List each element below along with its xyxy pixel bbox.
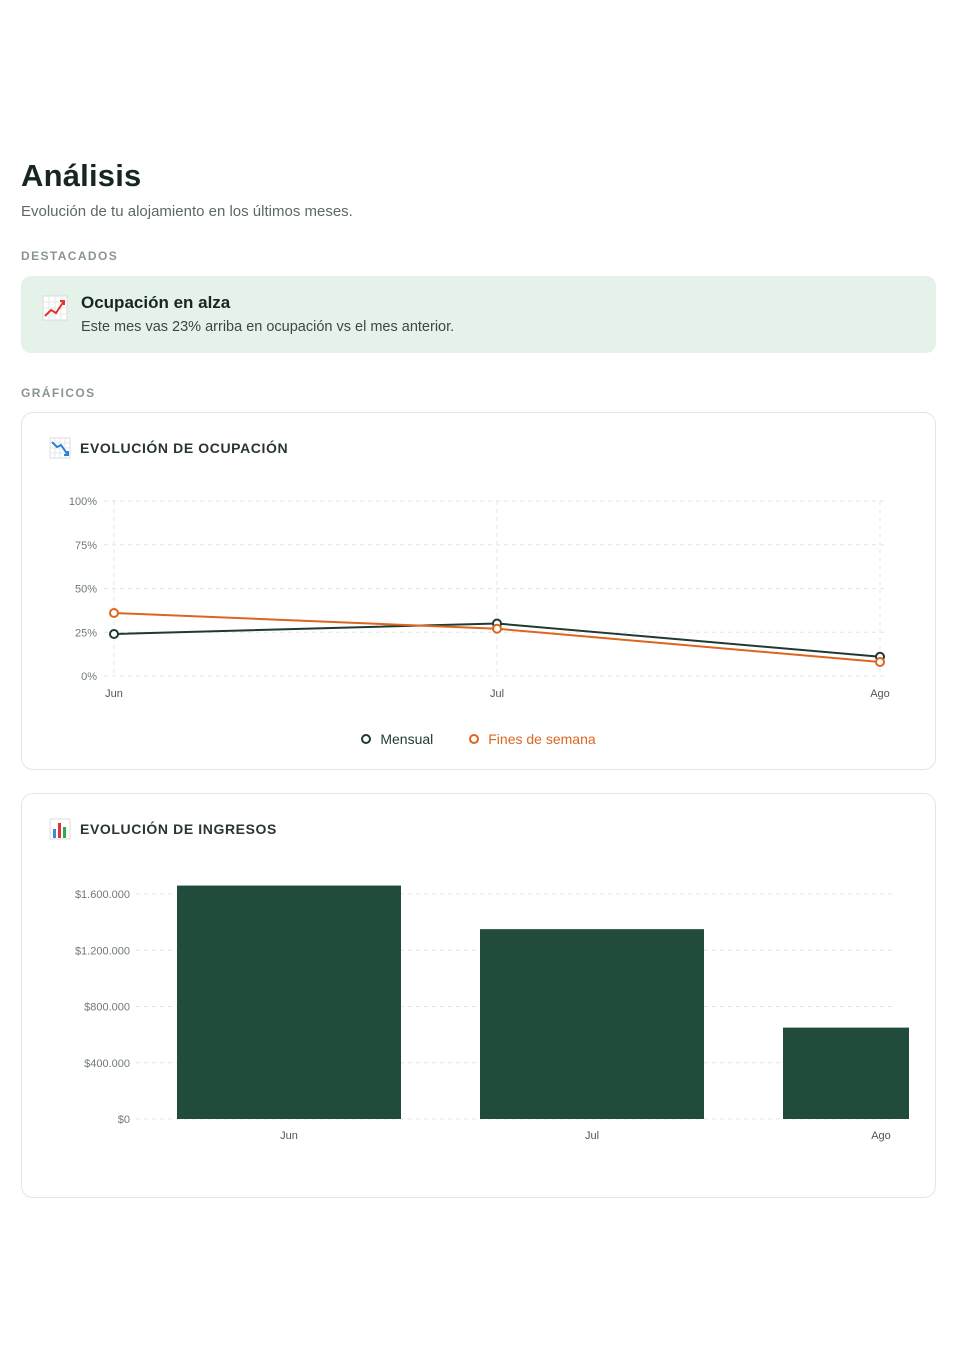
bar-jun[interactable] bbox=[177, 885, 401, 1119]
chart-increasing-icon bbox=[42, 295, 68, 321]
y-tick-label: 50% bbox=[75, 584, 97, 596]
x-tick-label: Jul bbox=[490, 688, 504, 700]
occupancy-card-title: EVOLUCIÓN DE OCUPACIÓN bbox=[80, 440, 289, 456]
occupancy-line-chart: 100% 75% 50% 25% 0% Jun Jul Ago bbox=[69, 496, 890, 700]
legend-item-mensual[interactable]: Mensual bbox=[361, 731, 433, 747]
legend-item-fines-de-semana[interactable]: Fines de semana bbox=[469, 731, 596, 747]
chart-decreasing-icon bbox=[49, 437, 71, 459]
y-tick-label: $1.200.000 bbox=[75, 945, 130, 957]
revenue-card-title: EVOLUCIÓN DE INGRESOS bbox=[80, 821, 277, 837]
occupancy-chart-card: EVOLUCIÓN DE OCUPACIÓN 100% 75% 50% 25% 0% Ju… bbox=[21, 412, 936, 770]
section-label-charts: GRÁFICOS bbox=[21, 386, 96, 400]
x-tick-label: Jul bbox=[585, 1130, 599, 1142]
highlight-title: Ocupación en alza bbox=[81, 293, 231, 312]
y-tick-label: $0 bbox=[118, 1114, 130, 1126]
section-label-highlights: DESTACADOS bbox=[21, 249, 119, 263]
x-tick-label: Jun bbox=[280, 1130, 298, 1142]
data-point[interactable] bbox=[492, 623, 502, 634]
y-tick-label: 100% bbox=[69, 496, 97, 508]
y-tick-label: 25% bbox=[75, 627, 97, 639]
legend-marker-mensual bbox=[361, 734, 372, 744]
y-tick-label: $800.000 bbox=[84, 1002, 130, 1014]
page-title: Análisis bbox=[21, 158, 142, 193]
y-tick-label: $400.000 bbox=[84, 1058, 130, 1070]
bar-chart-icon bbox=[49, 818, 71, 840]
highlight-card: Ocupación en alza Este mes vas 23% arrib… bbox=[21, 276, 936, 353]
x-tick-label: Ago bbox=[871, 1130, 891, 1142]
legend-marker-fines-de-semana bbox=[469, 734, 480, 744]
legend-label-fines-de-semana: Fines de semana bbox=[488, 731, 596, 747]
data-point[interactable] bbox=[875, 657, 885, 667]
revenue-bar-chart: $1.600.000 $1.200.000 $800.000 $400.000 $0 Ju… bbox=[75, 885, 909, 1142]
bar-jul[interactable] bbox=[480, 929, 704, 1119]
page-subtitle: Evolución de tu alojamiento en los últim… bbox=[21, 203, 353, 220]
data-point[interactable] bbox=[109, 629, 119, 639]
data-point[interactable] bbox=[109, 608, 119, 618]
revenue-chart-card: EVOLUCIÓN DE INGRESOS $1.600.000 $1.200.0… bbox=[21, 793, 936, 1198]
y-tick-label: $1.600.000 bbox=[75, 889, 130, 901]
bar-ago[interactable] bbox=[783, 1027, 909, 1119]
revenue-card-header: EVOLUCIÓN DE INGRESOS bbox=[49, 818, 277, 840]
x-tick-label: Ago bbox=[870, 688, 890, 700]
occupancy-card-header: EVOLUCIÓN DE OCUPACIÓN bbox=[49, 437, 288, 459]
legend-label-mensual: Mensual bbox=[380, 731, 434, 747]
x-tick-label: Jun bbox=[105, 688, 123, 700]
y-tick-label: 0% bbox=[81, 671, 97, 683]
y-tick-label: 75% bbox=[75, 540, 97, 552]
occupancy-legend: Mensual Fines de semana bbox=[22, 731, 935, 747]
highlight-text: Este mes vas 23% arriba en ocupación vs … bbox=[81, 319, 455, 335]
